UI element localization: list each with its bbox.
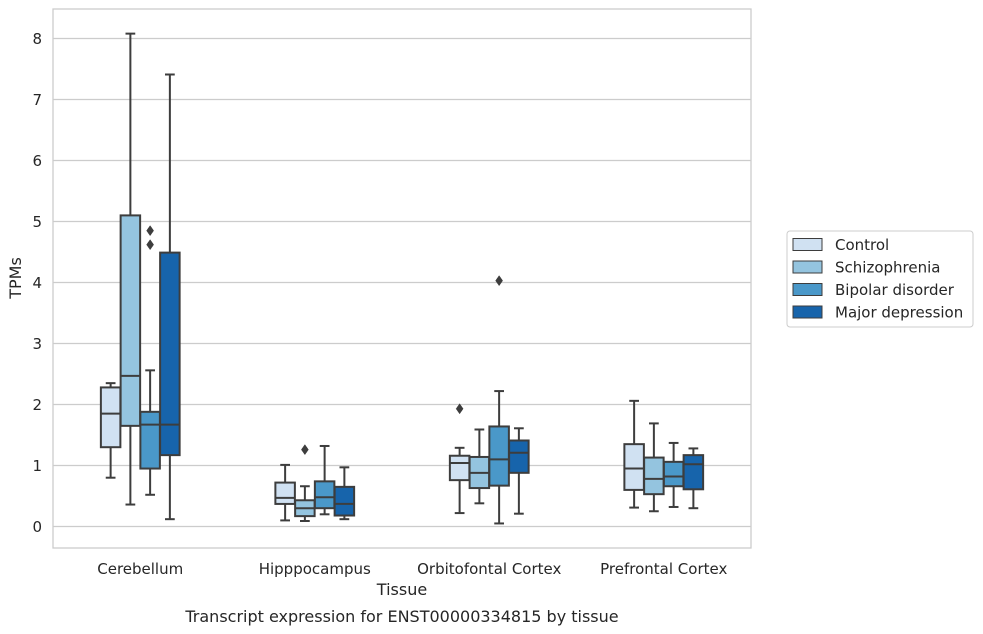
- box-3-1: [333, 466, 356, 521]
- legend-label: Schizophrenia: [835, 259, 940, 277]
- x-axis-title: Tissue: [376, 580, 427, 599]
- x-tick-label: Hipppocampus: [259, 560, 371, 578]
- axis-layer: 0 1 2 3 4 5 6 7 8 Cerebellum Hipppocampus Orbitofon…: [32, 30, 727, 578]
- legend-swatch: [792, 283, 823, 296]
- legend-label: Control: [835, 236, 889, 254]
- box-body: [508, 439, 530, 474]
- box-3-0: [159, 73, 181, 521]
- y-tick-label: 4: [32, 274, 42, 292]
- legend-swatch: [792, 305, 823, 319]
- y-axis-title: TPMs: [6, 257, 25, 300]
- box-2-0: [139, 225, 161, 496]
- y-tick-label: 2: [32, 396, 42, 414]
- box-2-2: [488, 275, 510, 525]
- x-tick-label: Orbitofontal Cortex: [417, 560, 561, 578]
- plot-frame: [52, 8, 752, 549]
- outlier-point: [146, 225, 154, 237]
- legend-swatch: [792, 260, 823, 274]
- box-1-3: [643, 422, 665, 513]
- box-body: [313, 480, 336, 510]
- y-tick-label: 6: [32, 152, 42, 170]
- box-layer: [99, 32, 705, 525]
- legend-frame: [786, 230, 974, 328]
- box-body: [159, 251, 181, 457]
- y-tick-label: 8: [32, 30, 42, 48]
- box-body: [623, 443, 645, 491]
- x-tick-label: Cerebellum: [97, 560, 183, 578]
- box-3-2: [508, 427, 530, 515]
- x-tick-label: Prefrontal Cortex: [600, 560, 727, 578]
- box-1-1: [294, 444, 316, 523]
- box-0-0: [99, 382, 122, 479]
- legend-label: Bipolar disorder: [835, 281, 955, 299]
- box-body: [99, 386, 122, 449]
- box-body: [662, 460, 685, 488]
- box-body: [139, 410, 161, 470]
- box-1-0: [119, 32, 142, 506]
- outlier-point: [455, 403, 464, 415]
- box-0-1: [274, 463, 296, 522]
- box-body: [643, 456, 665, 496]
- box-3-3: [682, 447, 705, 510]
- y-tick-label: 1: [32, 457, 42, 475]
- box-1-2: [468, 428, 491, 505]
- box-body: [274, 481, 296, 505]
- y-tick-label: 7: [32, 91, 42, 109]
- y-tick-label: 5: [32, 213, 42, 231]
- y-tick-label: 0: [32, 518, 42, 536]
- box-0-2: [448, 403, 471, 515]
- chart-caption: Transcript expression for ENST0000033481…: [184, 607, 618, 626]
- box-body: [682, 454, 705, 491]
- legend-label: Major depression: [835, 304, 963, 322]
- y-tick-label: 3: [32, 335, 42, 353]
- box-2-3: [662, 441, 685, 508]
- box-body: [119, 214, 142, 427]
- outlier-point: [495, 275, 503, 287]
- box-0-3: [623, 399, 645, 509]
- legend: Control Schizophrenia Bipolar disorder Majo…: [786, 230, 974, 328]
- legend-swatch: [792, 238, 823, 251]
- outlier-point: [146, 239, 154, 251]
- box-body: [488, 425, 510, 487]
- box-2-1: [313, 444, 336, 516]
- box-body: [333, 485, 356, 517]
- outlier-point: [301, 444, 309, 456]
- box-body: [448, 454, 471, 482]
